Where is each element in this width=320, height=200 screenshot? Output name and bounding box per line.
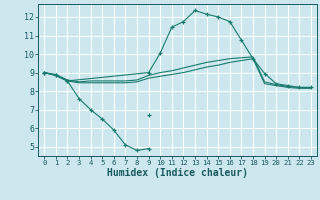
X-axis label: Humidex (Indice chaleur): Humidex (Indice chaleur) bbox=[107, 168, 248, 178]
